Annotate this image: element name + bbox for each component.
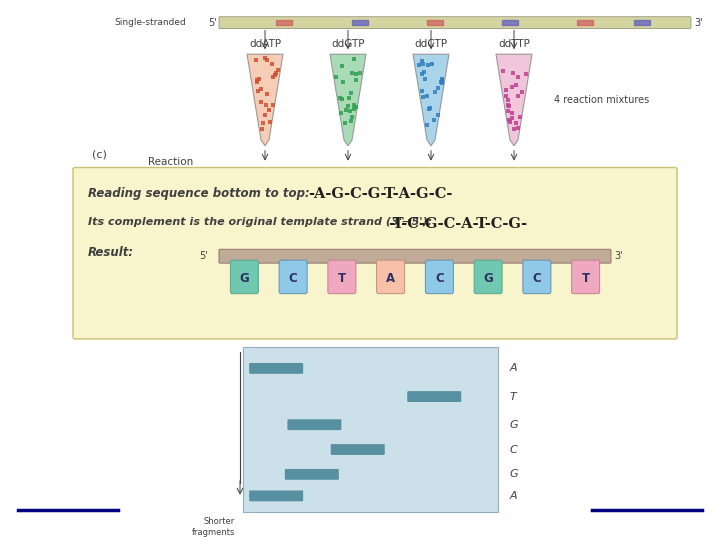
FancyBboxPatch shape — [73, 167, 677, 339]
Text: 5': 5' — [199, 251, 208, 261]
Bar — [634, 19, 649, 25]
Text: A: A — [510, 491, 518, 501]
Text: ddGTP: ddGTP — [331, 39, 365, 49]
Text: A: A — [386, 272, 395, 285]
Text: -T-C-G-C-A-T-C-G-: -T-C-G-C-A-T-C-G- — [384, 217, 527, 231]
Text: G: G — [510, 420, 518, 430]
Polygon shape — [413, 54, 449, 146]
Text: -A-G-C-G-T-A-G-C-: -A-G-C-G-T-A-G-C- — [308, 187, 452, 201]
Bar — [427, 19, 443, 25]
FancyBboxPatch shape — [279, 260, 307, 294]
Text: 3': 3' — [614, 251, 623, 261]
FancyBboxPatch shape — [328, 260, 356, 294]
Bar — [276, 19, 292, 25]
Text: ddATP: ddATP — [249, 39, 281, 49]
Text: G: G — [483, 272, 493, 285]
Polygon shape — [496, 54, 532, 146]
Text: 5': 5' — [208, 18, 217, 28]
Text: C: C — [533, 272, 541, 285]
Text: Reading sequence bottom to top:: Reading sequence bottom to top: — [88, 187, 310, 200]
FancyBboxPatch shape — [230, 260, 258, 294]
FancyBboxPatch shape — [249, 363, 303, 374]
FancyBboxPatch shape — [243, 347, 498, 512]
Bar — [577, 19, 593, 25]
Text: C: C — [435, 272, 444, 285]
FancyBboxPatch shape — [330, 444, 384, 455]
Polygon shape — [247, 54, 283, 146]
Bar — [502, 19, 518, 25]
Text: 4 reaction mixtures: 4 reaction mixtures — [554, 95, 649, 105]
Text: G: G — [510, 469, 518, 480]
Text: Single-stranded: Single-stranded — [114, 18, 186, 27]
FancyBboxPatch shape — [219, 249, 611, 263]
Text: T: T — [582, 272, 590, 285]
Text: G: G — [240, 272, 249, 285]
FancyBboxPatch shape — [474, 260, 502, 294]
FancyBboxPatch shape — [426, 260, 454, 294]
Text: A: A — [510, 363, 518, 373]
FancyBboxPatch shape — [408, 391, 462, 402]
Text: T: T — [510, 392, 517, 402]
FancyBboxPatch shape — [219, 17, 691, 29]
Text: C: C — [510, 444, 518, 455]
Text: Its complement is the original template strand (3'→5'):: Its complement is the original template … — [88, 217, 432, 227]
Text: T: T — [338, 272, 346, 285]
Text: Reaction: Reaction — [148, 157, 193, 167]
FancyBboxPatch shape — [287, 419, 341, 430]
FancyBboxPatch shape — [377, 260, 405, 294]
Text: 3': 3' — [694, 18, 703, 28]
Polygon shape — [330, 54, 366, 146]
Text: Shorter
fragments: Shorter fragments — [192, 517, 235, 537]
Bar — [351, 19, 368, 25]
Text: (c): (c) — [92, 150, 107, 160]
FancyBboxPatch shape — [285, 469, 339, 480]
Text: ddTTP: ddTTP — [498, 39, 530, 49]
Text: C: C — [289, 272, 297, 285]
FancyBboxPatch shape — [572, 260, 600, 294]
Text: Result:: Result: — [88, 246, 134, 259]
FancyBboxPatch shape — [249, 490, 303, 501]
FancyBboxPatch shape — [523, 260, 551, 294]
Text: ddCTP: ddCTP — [415, 39, 448, 49]
